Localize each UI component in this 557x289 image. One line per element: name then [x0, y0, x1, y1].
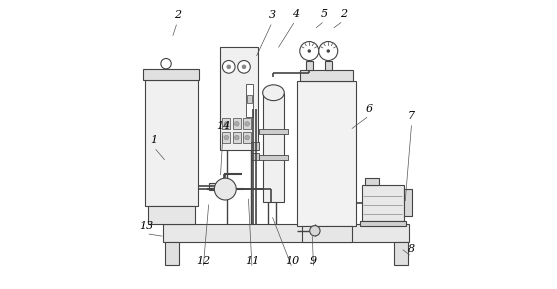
Circle shape — [227, 65, 231, 68]
Bar — [360, 221, 407, 227]
Text: 1: 1 — [150, 135, 158, 145]
Text: 13: 13 — [139, 221, 153, 231]
Circle shape — [234, 121, 239, 126]
Bar — [233, 132, 241, 143]
Bar — [259, 155, 288, 160]
Circle shape — [319, 42, 338, 60]
Text: 7: 7 — [408, 111, 415, 121]
Bar — [233, 118, 241, 129]
Bar — [300, 70, 353, 81]
Circle shape — [234, 135, 239, 140]
Bar — [219, 47, 258, 150]
Text: 4: 4 — [292, 9, 299, 18]
Circle shape — [214, 178, 236, 200]
Text: 9: 9 — [310, 256, 317, 266]
Bar — [365, 177, 379, 185]
Text: 11: 11 — [245, 256, 259, 266]
Bar — [165, 242, 179, 265]
Bar — [163, 224, 409, 242]
Bar — [306, 61, 313, 70]
Circle shape — [245, 135, 250, 140]
Bar — [247, 95, 252, 103]
Text: 6: 6 — [365, 103, 373, 114]
Bar — [259, 129, 288, 134]
Text: 2: 2 — [340, 9, 347, 18]
Text: 2: 2 — [174, 10, 181, 20]
Circle shape — [224, 135, 229, 140]
Bar — [263, 93, 284, 202]
Ellipse shape — [263, 85, 284, 101]
Bar — [404, 189, 412, 216]
Bar — [251, 142, 259, 150]
Bar — [297, 81, 356, 227]
Text: 10: 10 — [285, 256, 300, 266]
Text: 8: 8 — [408, 244, 415, 255]
Circle shape — [308, 50, 310, 52]
Text: 14: 14 — [216, 121, 230, 131]
Bar — [143, 69, 199, 80]
Bar — [222, 132, 231, 143]
Bar — [251, 153, 259, 160]
Circle shape — [300, 42, 319, 60]
Bar — [243, 132, 251, 143]
Bar — [145, 80, 198, 206]
Bar — [148, 206, 195, 224]
Circle shape — [238, 60, 250, 73]
Bar — [246, 84, 253, 117]
Text: 5: 5 — [321, 9, 328, 18]
Circle shape — [245, 121, 250, 126]
Circle shape — [327, 50, 329, 52]
Circle shape — [161, 58, 171, 69]
Circle shape — [222, 60, 235, 73]
Circle shape — [310, 226, 320, 236]
Bar — [222, 118, 231, 129]
Bar — [325, 61, 332, 70]
Bar — [301, 227, 352, 242]
Bar — [209, 183, 216, 190]
Circle shape — [224, 121, 229, 126]
Text: 3: 3 — [268, 10, 276, 20]
Bar — [243, 118, 251, 129]
Bar — [394, 242, 408, 265]
Bar — [362, 185, 404, 221]
Text: 12: 12 — [196, 256, 211, 266]
Circle shape — [242, 65, 246, 68]
